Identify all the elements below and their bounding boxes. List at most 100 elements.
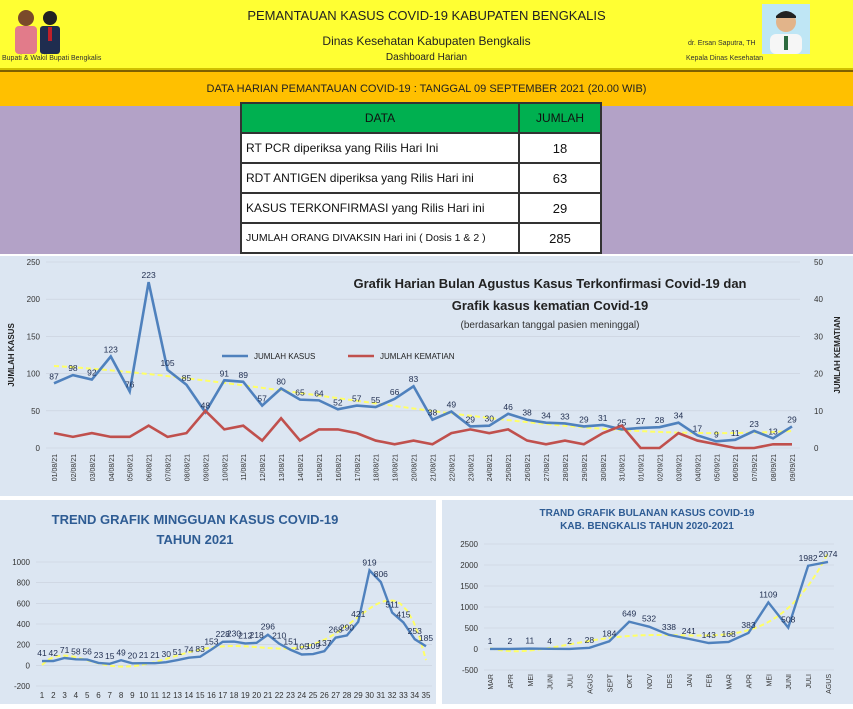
x-tick-label: 08/08/21 xyxy=(184,454,191,481)
header-title: PEMANTAUAN KASUS COVID-19 KABUPATEN BENG… xyxy=(247,8,606,23)
x-tick-label: 34 xyxy=(410,691,419,700)
y-tick-label: 250 xyxy=(27,258,41,267)
data-label: 105 xyxy=(295,641,309,651)
data-label: 143 xyxy=(702,630,716,640)
data-label: 92 xyxy=(87,368,97,378)
x-tick-label: 20/08/21 xyxy=(412,454,419,481)
data-label: 30 xyxy=(162,649,172,659)
data-label: 919 xyxy=(362,557,376,567)
x-tick-label: JUNI xyxy=(786,674,793,690)
chart-title: Grafik Harian Bulan Agustus Kasus Terkon… xyxy=(354,276,747,291)
data-label: 87 xyxy=(49,371,59,381)
x-tick-label: 17 xyxy=(218,691,227,700)
data-label: 11 xyxy=(525,636,534,646)
daily-chart: 0 50 100 150 200 250 0 10 20 30 40 50 JUMLAH KASUS JU… xyxy=(7,258,842,481)
data-label: 253 xyxy=(408,626,422,636)
data-label: 25 xyxy=(617,417,627,427)
x-tick-label: 25/08/21 xyxy=(506,454,513,481)
data-label: 296 xyxy=(261,622,275,632)
x-tick-label: 31/08/21 xyxy=(620,454,627,481)
y-tick-label: 1000 xyxy=(460,603,478,612)
data-label: 49 xyxy=(116,647,126,657)
data-label: 49 xyxy=(447,400,457,410)
data-label: 42 xyxy=(49,648,59,658)
row-value: 63 xyxy=(518,162,602,194)
row-value: 285 xyxy=(518,222,602,254)
data-label: 185 xyxy=(419,633,433,643)
column-header-jumlah: JUMLAH xyxy=(518,102,602,134)
x-tick-label: 3 xyxy=(62,691,67,700)
data-label: 338 xyxy=(662,622,676,632)
legend-label: JUMLAH KASUS xyxy=(254,352,315,361)
y-tick-label: -500 xyxy=(462,666,479,675)
y-tick-label: 400 xyxy=(17,620,31,629)
data-label: 105 xyxy=(160,358,174,368)
data-label: 31 xyxy=(598,413,608,423)
x-tick-label: JULI xyxy=(568,674,575,688)
x-tick-label: 2 xyxy=(51,691,56,700)
y-tick-label: 1000 xyxy=(12,558,30,567)
data-label: 71 xyxy=(60,645,70,655)
x-tick-label: 28/08/21 xyxy=(563,454,570,481)
data-label: 383 xyxy=(741,620,755,630)
data-label: 212 xyxy=(238,630,252,640)
x-tick-label: 13/08/21 xyxy=(279,454,286,481)
x-tick-label: 30/08/21 xyxy=(601,454,608,481)
y2-tick-label: 0 xyxy=(814,444,819,453)
data-label: 806 xyxy=(374,569,388,579)
x-tick-label: 20 xyxy=(252,691,261,700)
x-tick-label: 10 xyxy=(139,691,148,700)
data-label: 29 xyxy=(466,414,476,424)
data-label: 532 xyxy=(642,614,656,624)
x-tick-label: APR xyxy=(746,674,753,688)
x-tick-label: 02/08/21 xyxy=(71,454,78,481)
data-label: 11 xyxy=(731,428,740,438)
chart-title-2: KAB. BENGKALIS TAHUN 2020-2021 xyxy=(560,521,734,532)
row-label: KASUS TERKONFIRMASI yang Rilis Hari ini xyxy=(240,192,520,224)
x-tick-label: 23 xyxy=(286,691,295,700)
x-tick-label: 1 xyxy=(40,691,45,700)
data-label: 184 xyxy=(602,628,616,638)
x-tick-label: 24/08/21 xyxy=(487,454,494,481)
data-label: 89 xyxy=(238,370,248,380)
data-label: 1982 xyxy=(799,553,818,563)
y-tick-label: 200 xyxy=(17,641,31,650)
x-tick-label: NOV xyxy=(647,674,654,690)
x-tick-label: MAR xyxy=(727,674,734,690)
x-tick-label: 26 xyxy=(320,691,329,700)
data-label: 2 xyxy=(567,636,572,646)
x-tick-label: 19/08/21 xyxy=(393,454,400,481)
column-header-data: DATA xyxy=(240,102,520,134)
x-tick-label: 25 xyxy=(309,691,318,700)
chart-subtitle: (berdasarkan tanggal pasien meninggal) xyxy=(460,320,639,331)
x-tick-label: 31 xyxy=(376,691,385,700)
right-caption: Kepala Dinas Kesehatan xyxy=(686,55,764,62)
data-label: 2 xyxy=(508,636,513,646)
daily-chart-panel: 0 50 100 150 200 250 0 10 20 30 40 50 JUMLAH KASUS JU… xyxy=(0,256,853,496)
x-tick-label: 32 xyxy=(388,691,397,700)
x-tick-label: FEB xyxy=(707,674,714,688)
data-label: 230 xyxy=(227,629,241,639)
table-header-row: DATA JUMLAH xyxy=(240,102,602,134)
data-label: 123 xyxy=(104,344,118,354)
x-tick-label: 21/08/21 xyxy=(430,454,437,481)
x-tick-label: 07/08/21 xyxy=(166,454,173,481)
data-label: 137 xyxy=(317,638,331,648)
data-label: 33 xyxy=(560,411,570,421)
row-label: RDT ANTIGEN diperiksa yang Rilis Hari in… xyxy=(240,162,520,194)
x-tick-label: 8 xyxy=(119,691,124,700)
x-tick-label: 09/08/21 xyxy=(203,454,210,481)
data-label: 57 xyxy=(352,394,362,404)
x-tick-label: 23/08/21 xyxy=(468,454,475,481)
data-label: 23 xyxy=(94,650,104,660)
bupati-photo xyxy=(6,4,68,54)
data-label: 153 xyxy=(204,637,218,647)
x-tick-label: MAR xyxy=(488,674,495,690)
row-value: 29 xyxy=(518,192,602,224)
x-tick-label: 08/09/21 xyxy=(771,454,778,481)
x-tick-label: 06/08/21 xyxy=(147,454,154,481)
x-tick-label: 05/09/21 xyxy=(714,454,721,481)
x-tick-label: 7 xyxy=(108,691,113,700)
x-tick-label: JUNI xyxy=(548,674,555,690)
data-label: 58 xyxy=(71,646,81,656)
